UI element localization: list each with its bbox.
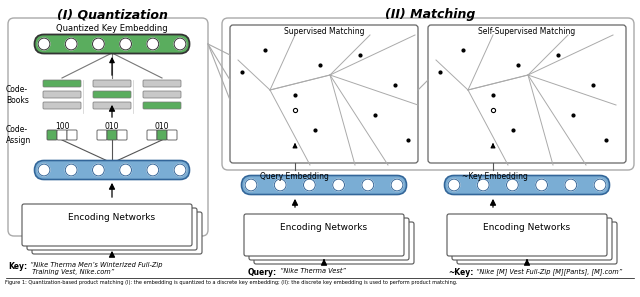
Circle shape bbox=[120, 38, 131, 50]
Circle shape bbox=[477, 179, 489, 191]
Text: “Nike Therma Vest”: “Nike Therma Vest” bbox=[280, 268, 346, 274]
FancyBboxPatch shape bbox=[35, 34, 189, 53]
Text: Self-Supervised Matching: Self-Supervised Matching bbox=[478, 27, 575, 36]
FancyBboxPatch shape bbox=[445, 176, 609, 195]
Circle shape bbox=[174, 38, 186, 50]
Circle shape bbox=[93, 164, 104, 176]
Text: Query:: Query: bbox=[248, 268, 277, 277]
FancyBboxPatch shape bbox=[97, 130, 107, 140]
FancyBboxPatch shape bbox=[22, 204, 192, 246]
FancyBboxPatch shape bbox=[167, 130, 177, 140]
Text: 100: 100 bbox=[55, 122, 69, 131]
Text: Key:: Key: bbox=[8, 262, 27, 271]
FancyBboxPatch shape bbox=[35, 160, 189, 179]
FancyBboxPatch shape bbox=[67, 130, 77, 140]
Text: Figure 1: Quantization-based product matching (I): the embedding is quantized to: Figure 1: Quantization-based product mat… bbox=[5, 280, 458, 285]
Text: Query Embedding: Query Embedding bbox=[260, 172, 329, 181]
FancyBboxPatch shape bbox=[222, 18, 634, 170]
FancyBboxPatch shape bbox=[230, 25, 418, 163]
FancyBboxPatch shape bbox=[452, 218, 612, 260]
Circle shape bbox=[275, 179, 286, 191]
FancyBboxPatch shape bbox=[457, 222, 617, 264]
Circle shape bbox=[391, 179, 403, 191]
Circle shape bbox=[594, 179, 606, 191]
Circle shape bbox=[147, 38, 159, 50]
Circle shape bbox=[448, 179, 460, 191]
Circle shape bbox=[174, 164, 186, 176]
FancyBboxPatch shape bbox=[241, 176, 406, 195]
FancyBboxPatch shape bbox=[428, 25, 626, 163]
Circle shape bbox=[38, 38, 50, 50]
FancyBboxPatch shape bbox=[143, 102, 181, 109]
Circle shape bbox=[362, 179, 374, 191]
FancyBboxPatch shape bbox=[43, 102, 81, 109]
FancyBboxPatch shape bbox=[157, 130, 167, 140]
Text: Encoding Networks: Encoding Networks bbox=[483, 224, 571, 233]
FancyBboxPatch shape bbox=[43, 91, 81, 98]
Circle shape bbox=[65, 38, 77, 50]
Circle shape bbox=[506, 179, 518, 191]
Text: (II) Matching: (II) Matching bbox=[385, 8, 475, 21]
FancyBboxPatch shape bbox=[43, 80, 81, 87]
Circle shape bbox=[65, 164, 77, 176]
Text: Supervised Matching: Supervised Matching bbox=[284, 27, 364, 36]
FancyBboxPatch shape bbox=[143, 91, 181, 98]
FancyBboxPatch shape bbox=[107, 130, 117, 140]
FancyBboxPatch shape bbox=[93, 91, 131, 98]
Text: “Nike Therma Men’s Winterized Full-Zip
 Training Vest, Nike.com”: “Nike Therma Men’s Winterized Full-Zip T… bbox=[30, 262, 163, 275]
Circle shape bbox=[565, 179, 577, 191]
FancyBboxPatch shape bbox=[57, 130, 67, 140]
FancyBboxPatch shape bbox=[27, 208, 197, 250]
FancyBboxPatch shape bbox=[244, 214, 404, 256]
FancyBboxPatch shape bbox=[143, 80, 181, 87]
Text: Quantized Key Embedding: Quantized Key Embedding bbox=[56, 24, 168, 33]
FancyBboxPatch shape bbox=[93, 80, 131, 87]
FancyBboxPatch shape bbox=[32, 212, 202, 254]
FancyBboxPatch shape bbox=[249, 218, 409, 260]
Text: Encoding Networks: Encoding Networks bbox=[68, 214, 156, 222]
FancyBboxPatch shape bbox=[47, 130, 57, 140]
FancyBboxPatch shape bbox=[117, 130, 127, 140]
Text: Code-
Assign: Code- Assign bbox=[6, 125, 31, 145]
Circle shape bbox=[93, 38, 104, 50]
FancyBboxPatch shape bbox=[447, 214, 607, 256]
Circle shape bbox=[245, 179, 257, 191]
Text: 010: 010 bbox=[155, 122, 169, 131]
Text: “Nike [M] Vest Full-Zip [M][Pants], [M].com”: “Nike [M] Vest Full-Zip [M][Pants], [M].… bbox=[476, 268, 622, 275]
Text: ~Key:: ~Key: bbox=[448, 268, 474, 277]
FancyBboxPatch shape bbox=[93, 102, 131, 109]
FancyBboxPatch shape bbox=[254, 222, 414, 264]
Circle shape bbox=[120, 164, 131, 176]
FancyBboxPatch shape bbox=[147, 130, 157, 140]
Circle shape bbox=[333, 179, 344, 191]
Circle shape bbox=[303, 179, 316, 191]
Circle shape bbox=[536, 179, 547, 191]
Circle shape bbox=[38, 164, 50, 176]
Text: Encoding Networks: Encoding Networks bbox=[280, 224, 367, 233]
Text: ~Key Embedding: ~Key Embedding bbox=[462, 172, 528, 181]
Text: 010: 010 bbox=[105, 122, 119, 131]
FancyBboxPatch shape bbox=[8, 18, 208, 236]
Text: (I) Quantization: (I) Quantization bbox=[56, 8, 168, 21]
Circle shape bbox=[147, 164, 159, 176]
Text: Code-
Books: Code- Books bbox=[6, 85, 29, 105]
